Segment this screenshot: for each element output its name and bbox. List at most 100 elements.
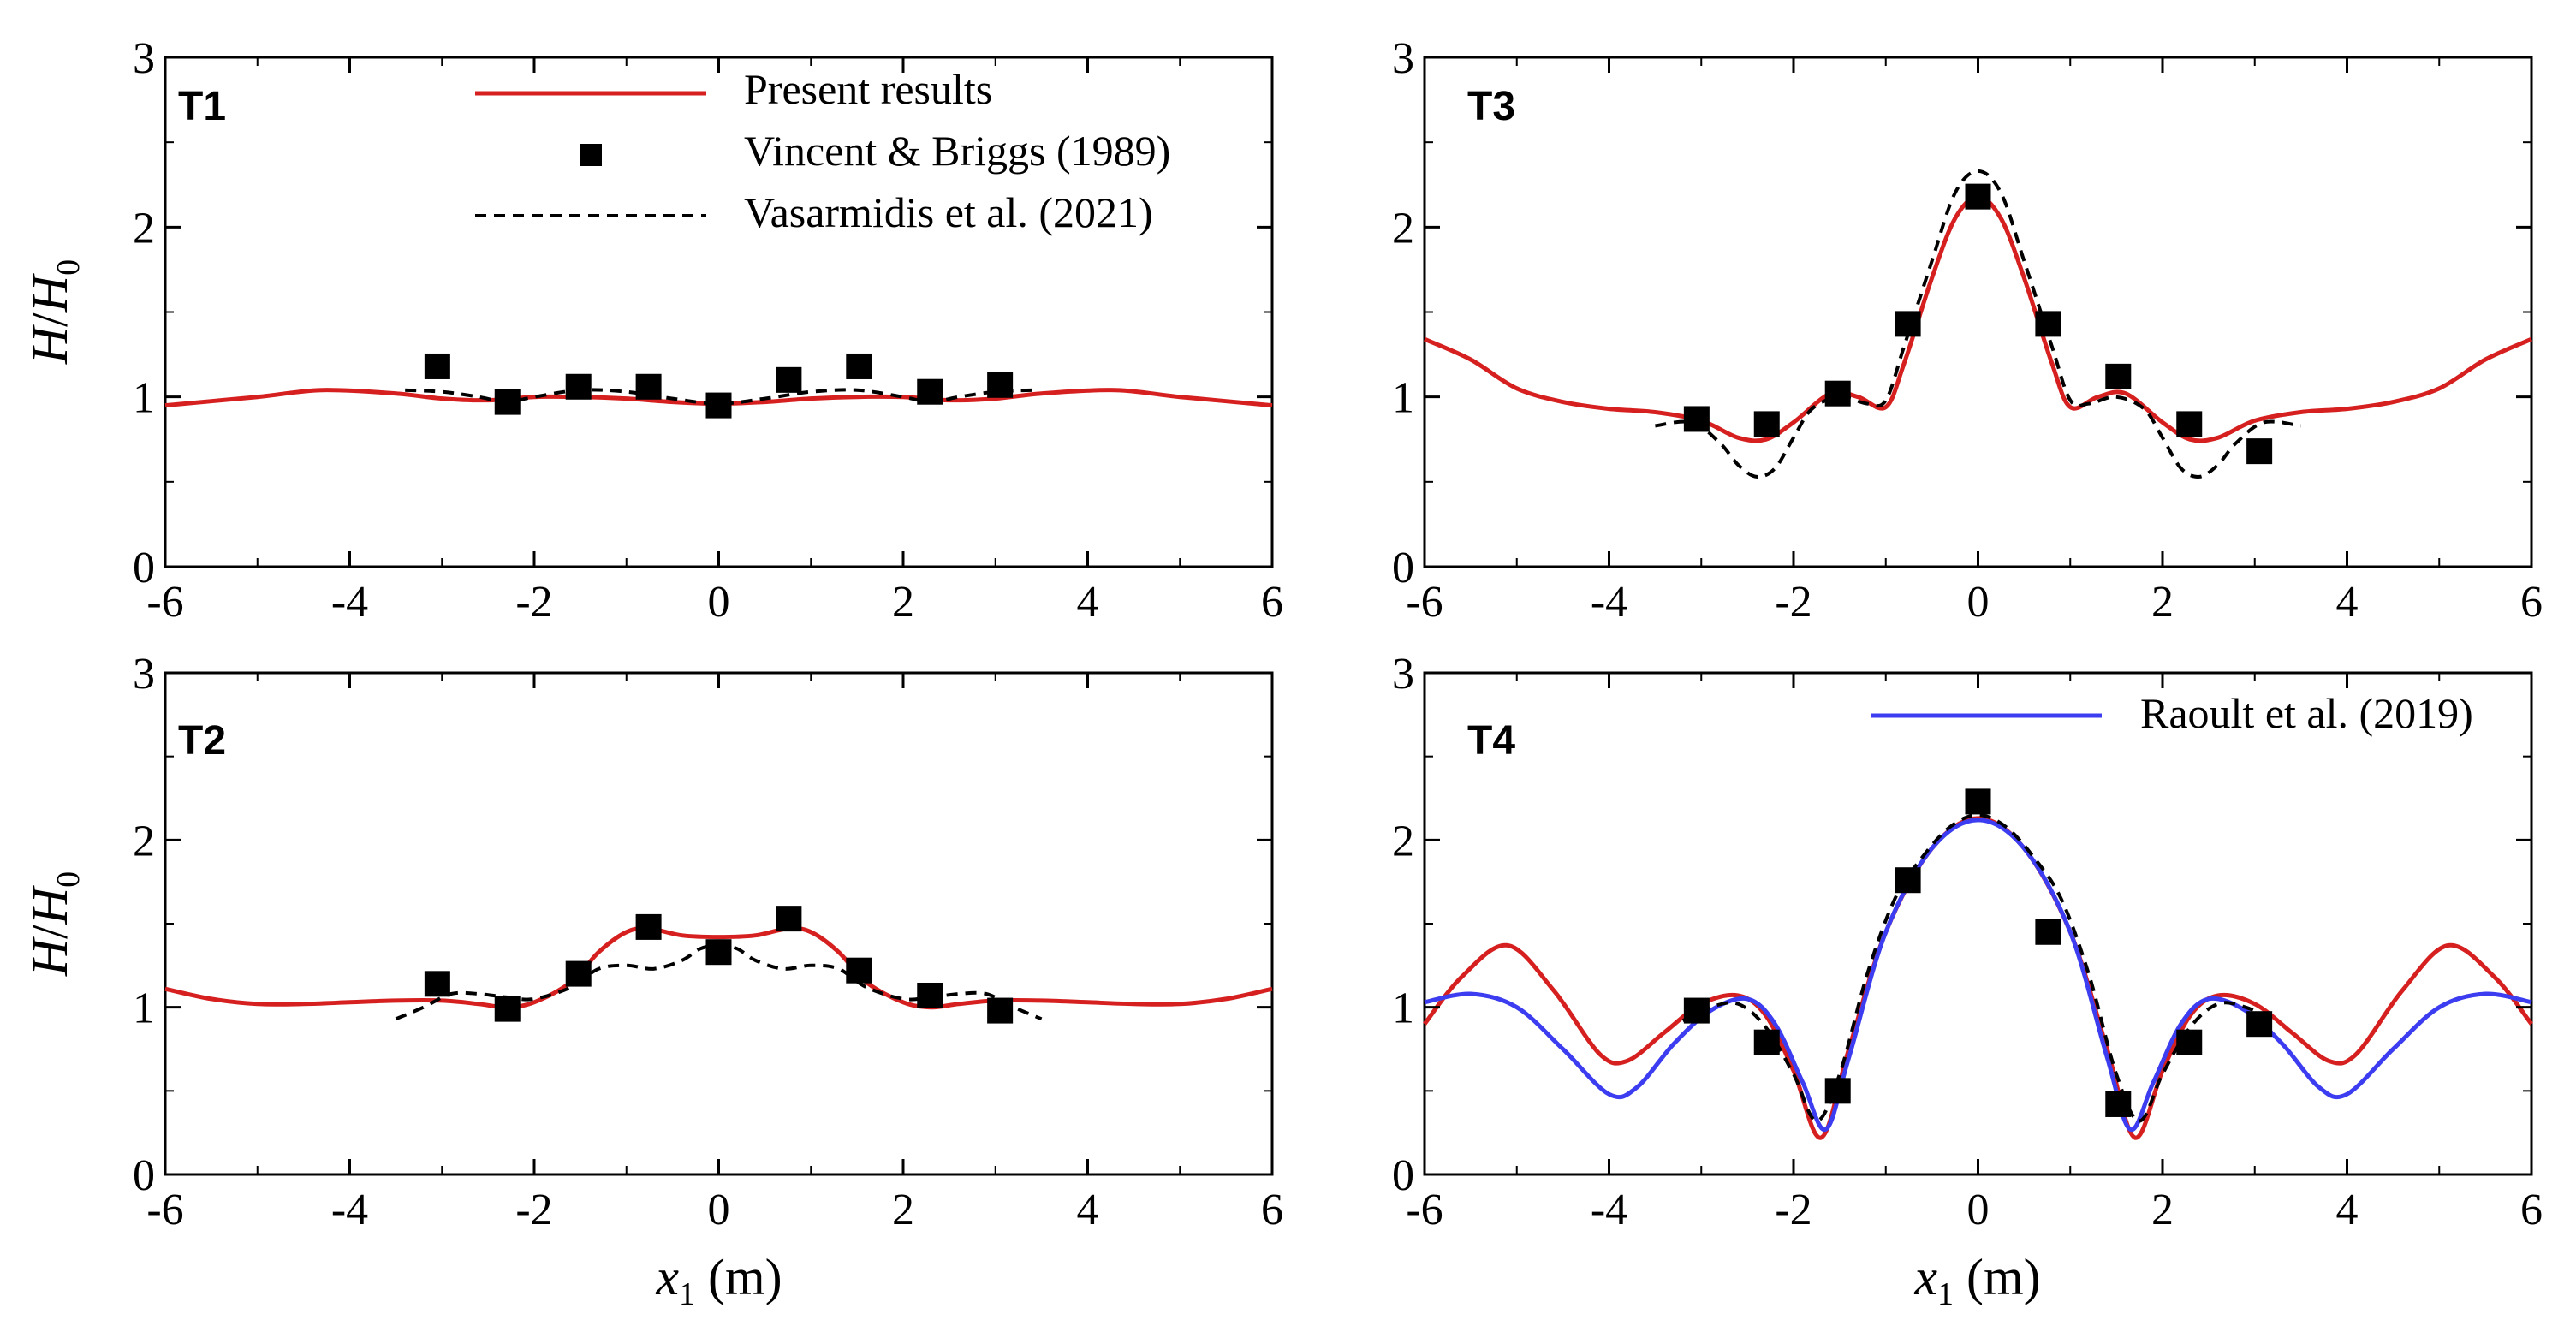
plot-frame <box>164 671 1274 1176</box>
data-point-vincent <box>2246 1011 2273 1038</box>
data-point-vincent <box>2035 919 2061 945</box>
data-point-vincent <box>846 957 872 984</box>
y-tick-label: 3 <box>1392 34 1414 83</box>
x-tick-label: -2 <box>515 1186 552 1234</box>
x-tick-label: -6 <box>146 1186 183 1234</box>
panel-t1: -6 -4 -2 0 2 4 6 0 1 2 3 T1 Present results Vincen… <box>133 34 1283 627</box>
y-axis-label-top: H/H0 <box>21 259 86 365</box>
legend: Raoult et al. (2019) <box>1871 689 2473 737</box>
legend-vasarmidis-label: Vasarmidis et al. (2021) <box>744 188 1153 236</box>
y-tick-label: 1 <box>1392 984 1414 1033</box>
data-point-vincent <box>494 996 521 1022</box>
data-point-vincent <box>1824 380 1851 407</box>
legend-vincent-label: Vincent & Briggs (1989) <box>744 127 1170 175</box>
panel-label: T1 <box>178 84 226 129</box>
data-point-vincent <box>1965 788 1991 815</box>
x-tick-label: 6 <box>1261 1186 1283 1234</box>
data-point-vincent <box>635 913 662 940</box>
x-tick-label: 0 <box>708 578 730 627</box>
panel-t4: -6 -4 -2 0 2 4 6 0 1 2 3 T4 Raoult et al. (2019) <box>1392 650 2543 1234</box>
plot-frame <box>1423 56 2533 568</box>
series-line-vasarmidis <box>1681 812 2275 1123</box>
x-tick-label: 4 <box>1077 578 1099 627</box>
data-point-vincent <box>1683 406 1710 432</box>
data-point-vincent <box>424 971 450 997</box>
legend-present-label: Present results <box>744 65 992 113</box>
x-tick-label: -6 <box>1406 1186 1443 1234</box>
y-tick-label: 0 <box>1392 1151 1414 1200</box>
x-axis-label-left: x1 (m) <box>655 1249 782 1312</box>
y-tick-label: 0 <box>1392 544 1414 592</box>
x-tick-label: -2 <box>515 578 552 627</box>
y-tick-label: 1 <box>1392 374 1414 423</box>
data-point-vincent <box>1753 1029 1780 1055</box>
x-tick-label: -2 <box>1775 578 1812 627</box>
x-tick-label: 4 <box>1077 1186 1099 1234</box>
x-tick-label: 4 <box>2336 1186 2359 1234</box>
x-tick-label: 0 <box>708 1186 730 1234</box>
data-point-vincent <box>1753 411 1780 437</box>
data-point-vincent <box>776 366 802 393</box>
data-point-vincent <box>1895 867 1921 894</box>
data-point-vincent <box>1965 183 1991 210</box>
data-point-vincent <box>2035 311 2061 337</box>
data-point-vincent <box>2176 1029 2203 1055</box>
y-tick-label: 2 <box>1392 204 1414 253</box>
x-tick-label: 6 <box>2520 1186 2543 1234</box>
data-point-vincent <box>424 353 450 379</box>
series-line-vasarmidis <box>1655 169 2301 479</box>
series-line-present <box>1423 194 2533 443</box>
panel-label: T2 <box>178 718 226 764</box>
x-tick-label: -6 <box>146 578 183 627</box>
data-point-vincent <box>705 939 732 966</box>
data-point-vincent <box>2176 411 2203 437</box>
data-point-vincent <box>846 353 872 379</box>
panel-t2: -6 -4 -2 0 2 4 6 0 1 2 3 T2 <box>133 650 1283 1234</box>
data-point-vincent <box>565 373 592 400</box>
data-point-vincent <box>917 378 943 405</box>
y-tick-label: 0 <box>133 544 155 592</box>
panel-t3: -6 -4 -2 0 2 4 6 0 1 2 3 T3 <box>1392 34 2543 627</box>
data-point-vincent <box>705 392 732 419</box>
x-tick-label: 2 <box>892 578 914 627</box>
data-point-vincent <box>2105 1091 2132 1117</box>
panel-label: T4 <box>1467 718 1515 764</box>
y-tick-label: 3 <box>133 34 155 83</box>
y-tick-label: 1 <box>133 984 155 1033</box>
x-tick-label: -4 <box>1591 578 1627 627</box>
x-tick-label: -2 <box>1775 1186 1812 1234</box>
y-tick-label: 3 <box>133 650 155 699</box>
y-tick-label: 1 <box>133 374 155 423</box>
x-tick-label: -4 <box>331 578 368 627</box>
data-point-vincent <box>635 373 662 400</box>
legend: Present results Vincent & Briggs (1989) … <box>475 65 1170 236</box>
data-point-vincent <box>565 960 592 987</box>
data-point-vincent <box>2105 363 2132 389</box>
data-point-vincent <box>987 372 1014 398</box>
y-tick-label: 2 <box>133 817 155 865</box>
y-axis-label-bottom: H/H0 <box>21 871 86 977</box>
x-tick-label: 2 <box>2151 1186 2174 1234</box>
data-point-vincent <box>2246 438 2273 465</box>
x-tick-label: 6 <box>2520 578 2543 627</box>
x-tick-label: -4 <box>331 1186 368 1234</box>
x-tick-label: 2 <box>892 1186 914 1234</box>
data-point-vincent <box>987 997 1014 1024</box>
x-tick-label: 2 <box>2151 578 2174 627</box>
plot-frame <box>1423 671 2533 1176</box>
data-point-vincent <box>1895 311 1921 337</box>
x-axis-label-right: x1 (m) <box>1913 1249 2040 1312</box>
x-tick-label: -6 <box>1406 578 1443 627</box>
y-tick-label: 2 <box>133 204 155 253</box>
series-line-present <box>164 926 1273 1010</box>
legend-vincent-marker <box>580 144 602 166</box>
data-point-vincent <box>776 906 802 932</box>
data-point-vincent <box>494 389 521 415</box>
x-tick-label: 4 <box>2336 578 2359 627</box>
data-point-vincent <box>917 982 943 1008</box>
x-tick-label: 6 <box>1261 578 1283 627</box>
x-tick-label: -4 <box>1591 1186 1627 1234</box>
data-point-vincent <box>1824 1078 1851 1104</box>
y-tick-label: 0 <box>133 1151 155 1200</box>
